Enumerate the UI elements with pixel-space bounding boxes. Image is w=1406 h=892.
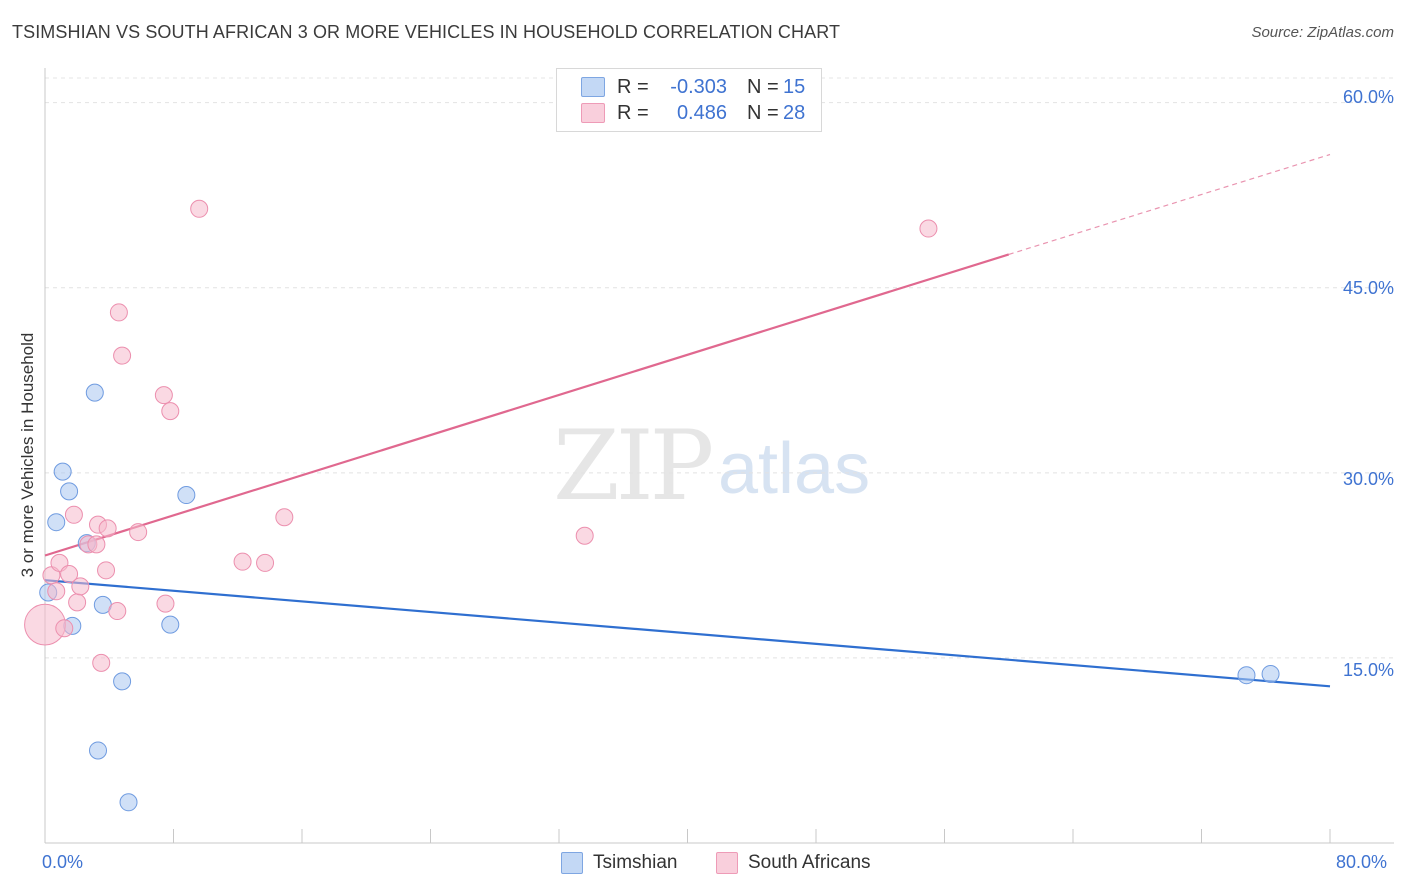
south-african-point [92,653,111,672]
south-african-point [919,219,938,238]
legend-swatch-tsimshian [581,77,605,97]
legend-r-label: R = [617,75,649,98]
source-label: Source: ZipAtlas.com [1251,24,1394,41]
south-african-point [97,561,116,580]
south-african-point [256,553,275,572]
south-african-point [47,582,66,601]
legend-swatch-south-africans [581,103,605,123]
bottom-legend-swatch-tsimshian [561,852,583,874]
y-axis-label: 3 or more Vehicles in Household [18,332,37,578]
legend-n-value: 28 [783,101,806,124]
y-tick-label-30: 30.0% [1342,469,1394,489]
legend-n-label: N = [747,75,779,98]
tsimshian-point [177,486,196,505]
legend-row-south-africans: R = 0.486 N = 28 [581,101,805,125]
watermark-zip: ZIP [553,410,714,522]
tsimshian-point [113,672,132,691]
trend-line-south-africans [44,253,1010,557]
tsimshian-point [1261,664,1280,683]
south-african-point [156,594,175,613]
tsimshian-point [53,462,72,481]
south-african-point [113,346,132,365]
bottom-legend-tsimshian: Tsimshian [561,852,677,874]
south-african-point [60,565,79,584]
tsimshian-point [1237,666,1256,685]
legend-r-value: -0.303 [670,75,727,98]
south-african-point [154,386,173,405]
south-african-point [190,199,209,218]
south-african-point [71,577,90,596]
watermark-atlas: atlas [718,429,871,509]
south-african-point [64,505,83,524]
south-african-point [575,526,594,545]
bottom-legend-swatch-south-africans [716,852,738,874]
trend-line-tsimshian [44,579,1331,688]
south-african-point [108,602,127,621]
legend-n-label: N = [747,101,779,124]
legend-r-label: R = [617,101,649,124]
tsimshian-point [161,615,180,634]
x-tick-label-80: 80.0% [1336,852,1388,872]
bottom-legend-label-south-africans: South Africans [748,852,871,873]
x-tick-label-0: 0.0% [42,852,84,872]
tsimshian-point [119,793,138,812]
south-african-point [109,303,128,322]
chart-title: TSIMSHIAN VS SOUTH AFRICAN 3 OR MORE VEH… [12,22,841,42]
south-african-point [233,552,252,571]
correlation-legend: R = -0.303 N = 15 R = 0.486 N = 28 [556,68,822,132]
y-tick-label-60: 60.0% [1342,87,1394,107]
bottom-legend-label-tsimshian: Tsimshian [593,852,678,873]
south-african-point [55,619,74,638]
south-african-point [275,508,294,527]
tsimshian-point [60,482,79,501]
south-african-point [98,519,117,538]
trend-line-extension [1008,153,1331,256]
y-tick-label-45: 45.0% [1342,278,1394,298]
y-tick-label-15: 15.0% [1342,660,1394,680]
legend-n-value: 15 [783,75,806,98]
tsimshian-point [89,741,108,760]
south-african-point [87,535,106,554]
bottom-legend-south-africans: South Africans [716,852,871,874]
tsimshian-point [47,513,66,532]
legend-r-value: 0.486 [676,101,727,124]
south-african-point [161,402,180,421]
south-african-point [68,593,87,612]
tsimshian-point [85,383,104,402]
legend-row-tsimshian: R = -0.303 N = 15 [581,75,805,99]
south-african-point [129,523,148,542]
